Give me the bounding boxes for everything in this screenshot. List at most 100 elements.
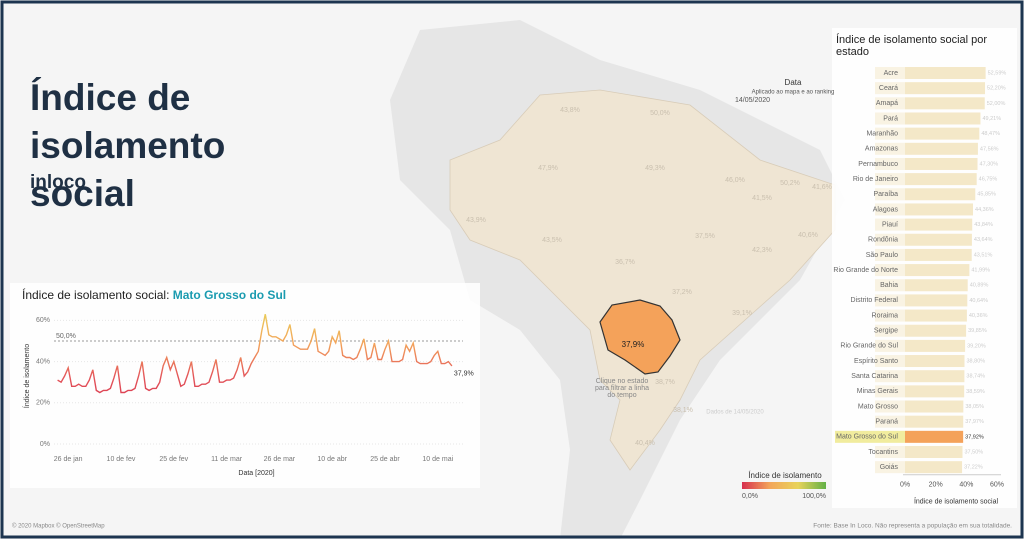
category-label: Amapá bbox=[876, 100, 898, 107]
last-value-label: 37,9% bbox=[454, 371, 474, 378]
category-label: Alagoas bbox=[873, 206, 899, 213]
category-label: Acre bbox=[884, 70, 899, 77]
map-label: 40,6% bbox=[798, 232, 818, 239]
row-bg bbox=[875, 203, 905, 216]
value-label: 43,64% bbox=[974, 237, 993, 243]
x-tick-label: 25 de fev bbox=[159, 456, 188, 463]
row-bg bbox=[875, 355, 905, 368]
bar bbox=[905, 157, 978, 170]
value-label: 37,92% bbox=[965, 434, 984, 440]
row-bg bbox=[875, 97, 905, 110]
source: Fonte: Base In Loco. Não representa a po… bbox=[813, 523, 1012, 530]
category-label: Maranhão bbox=[866, 130, 898, 137]
map-label: 41,6% bbox=[812, 184, 832, 191]
map-label: 46,0% bbox=[725, 177, 745, 184]
row-bg bbox=[875, 309, 905, 322]
y-tick-label: 20% bbox=[36, 400, 50, 407]
category-label: Santa Catarina bbox=[851, 373, 898, 380]
legend-title: Índice de isolamento bbox=[748, 471, 822, 480]
brand: inloco bbox=[30, 172, 86, 193]
x-tick-label: 26 de mar bbox=[264, 456, 296, 463]
category-label: Ceará bbox=[879, 85, 898, 92]
legend-bar bbox=[742, 482, 826, 489]
x-axis-title: Data [2020] bbox=[238, 470, 274, 477]
value-label: 52,00% bbox=[987, 101, 1006, 107]
x-tick-label: 20% bbox=[929, 482, 943, 489]
category-label: Espírito Santo bbox=[854, 358, 898, 365]
date-note: Aplicado ao mapa e ao ranking bbox=[752, 90, 835, 96]
category-label: Distrito Federal bbox=[851, 297, 899, 304]
map-label: 47,9% bbox=[538, 165, 558, 172]
category-label: Rio Grande do Sul bbox=[840, 343, 898, 350]
bar bbox=[905, 294, 968, 307]
row-bg bbox=[875, 339, 905, 352]
category-label: Mato Grosso bbox=[858, 403, 898, 410]
row-bg bbox=[875, 294, 905, 307]
y-tick-label: 0% bbox=[40, 441, 50, 448]
map-label: 49,3% bbox=[645, 165, 665, 172]
row-bg bbox=[875, 446, 905, 458]
line-panel bbox=[10, 283, 480, 488]
value-label: 38,80% bbox=[966, 358, 985, 364]
bar bbox=[905, 203, 974, 216]
page-title: Índice de isolamento social bbox=[30, 77, 226, 214]
brazil bbox=[449, 89, 836, 471]
row-bg bbox=[875, 127, 905, 140]
reference-label: 50,0% bbox=[56, 333, 76, 340]
map-label: 43,5% bbox=[542, 237, 562, 244]
value-label: 38,74% bbox=[966, 374, 985, 380]
category-label: Rondônia bbox=[868, 237, 898, 244]
row-bg bbox=[875, 461, 905, 474]
map-selected-label: 37,9% bbox=[622, 340, 645, 349]
x-tick-label: 10 de abr bbox=[317, 456, 347, 463]
value-label: 47,56% bbox=[980, 146, 999, 152]
value-label: 39,20% bbox=[967, 343, 986, 349]
map-label: 41,5% bbox=[752, 195, 772, 202]
line-title: Índice de isolamento social: Mato Grosso… bbox=[22, 288, 286, 302]
map-credit: © 2020 Mapbox © OpenStreetMap bbox=[12, 523, 105, 530]
legend-max: 100,0% bbox=[802, 493, 826, 500]
x-tick-label: 10 de fev bbox=[107, 456, 136, 463]
bar bbox=[905, 400, 964, 413]
bar-title: Índice de isolamento social por estado bbox=[836, 34, 988, 58]
row-bg bbox=[875, 324, 905, 337]
category-label: Goiás bbox=[880, 464, 899, 471]
bar bbox=[905, 446, 963, 458]
row-bg bbox=[875, 142, 905, 155]
mato-grosso-do-sul[interactable] bbox=[599, 299, 681, 375]
row-bg bbox=[875, 400, 905, 413]
value-label: 45,85% bbox=[977, 192, 996, 198]
bar bbox=[905, 142, 978, 155]
category-label: Piauí bbox=[882, 221, 898, 228]
x-axis-title: Índice de isolamento social bbox=[914, 497, 998, 506]
x-tick-label: 25 de abr bbox=[370, 456, 400, 463]
bar bbox=[905, 233, 972, 246]
row-bg bbox=[875, 370, 905, 383]
value-label: 43,51% bbox=[974, 252, 993, 258]
row-bg bbox=[875, 173, 905, 186]
bar bbox=[905, 82, 986, 95]
line-series bbox=[57, 314, 453, 394]
row-bg bbox=[875, 264, 905, 277]
value-label: 43,84% bbox=[974, 222, 993, 228]
date-value[interactable]: 14/05/2020 bbox=[735, 97, 770, 104]
bar bbox=[905, 97, 985, 110]
value-label: 40,89% bbox=[970, 283, 989, 289]
category-label: Roraima bbox=[872, 312, 899, 319]
date-label: Data bbox=[785, 78, 802, 87]
bar bbox=[905, 248, 972, 261]
value-label: 49,21% bbox=[982, 116, 1001, 122]
bar bbox=[905, 112, 981, 125]
legend-min: 0,0% bbox=[742, 493, 758, 500]
map-label: 43,9% bbox=[466, 217, 486, 224]
category-label: São Paulo bbox=[866, 252, 898, 259]
category-label: Bahia bbox=[880, 282, 898, 289]
row-bg bbox=[875, 385, 905, 398]
value-label: 39,85% bbox=[968, 328, 987, 334]
map-label: 39,1% bbox=[732, 310, 752, 317]
category-label: Rio de Janeiro bbox=[853, 176, 898, 183]
line-title-text: Índice de isolamento social: bbox=[22, 288, 170, 302]
bar bbox=[905, 188, 976, 201]
map-label: 38,7% bbox=[655, 379, 675, 386]
